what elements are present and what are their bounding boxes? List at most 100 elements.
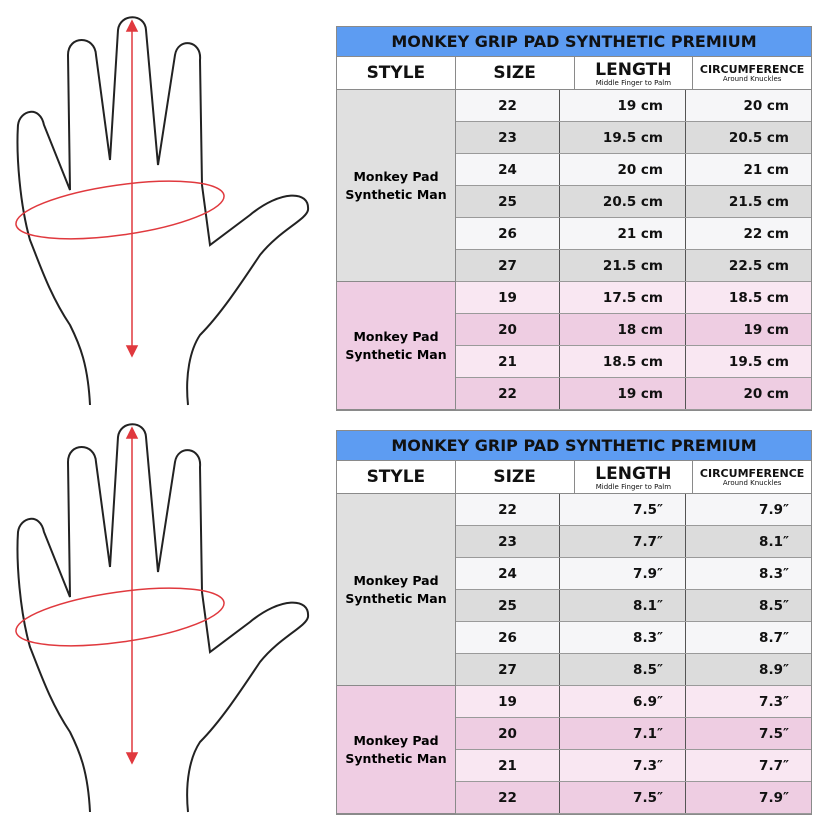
circumference-cell: 22.5 cm — [728, 257, 789, 274]
size-cell: 27 — [456, 654, 560, 685]
length-cell: 20 cm — [560, 154, 686, 185]
length-cell: 21 cm — [560, 218, 686, 249]
style-cell: Monkey Pad Synthetic Man — [337, 494, 456, 686]
length-cell: 18 cm — [560, 314, 686, 345]
size-cell: 22 — [456, 90, 560, 121]
circumference-cell: 20 cm — [743, 97, 789, 114]
table-title: MONKEY GRIP PAD SYNTHETIC PREMIUM — [337, 431, 811, 461]
length-cell: 7.5″ — [560, 782, 686, 813]
size-cell: 22 — [456, 494, 560, 525]
header-length: LENGTH Middle Finger to Palm — [575, 57, 694, 89]
table-title: MONKEY GRIP PAD SYNTHETIC PREMIUM — [337, 27, 811, 57]
table-row: 25 8.1″ 8.5″ — [456, 590, 811, 622]
size-cell: 24 — [456, 154, 560, 185]
length-cell: 7.9″ — [560, 558, 686, 589]
length-cell: 7.5″ — [560, 494, 686, 525]
table-row: 26 21 cm 22 cm — [456, 218, 811, 250]
length-cell: 19 cm — [560, 378, 686, 409]
header-size: SIZE — [456, 57, 575, 89]
circumference-cell: 20.5 cm — [728, 129, 789, 146]
length-cell: 6.9″ — [560, 686, 686, 717]
style-cell: Monkey Pad Synthetic Man — [337, 90, 456, 282]
length-cell: 19.5 cm — [560, 122, 686, 153]
table-row: 22 19 cm 20 cm — [456, 90, 811, 122]
size-cell: 21 — [456, 750, 560, 781]
circumference-cell: 7.5″ — [759, 725, 789, 742]
size-cell: 23 — [456, 122, 560, 153]
style-cell: Monkey Pad Synthetic Man — [337, 686, 456, 814]
table-row: 27 8.5″ 8.9″ — [456, 654, 811, 686]
length-cell: 7.1″ — [560, 718, 686, 749]
circumference-cell: 8.9″ — [759, 661, 789, 678]
table-row: 21 18.5 cm 19.5 cm — [456, 346, 811, 378]
size-chart-cm: MONKEY GRIP PAD SYNTHETIC PREMIUM STYLE … — [336, 26, 812, 411]
table-row: 27 21.5 cm 22.5 cm — [456, 250, 811, 282]
style-group: Monkey Pad Synthetic Man 22 7.5″ 7.9″ 23… — [337, 494, 811, 686]
table-row: 21 7.3″ 7.7″ — [456, 750, 811, 782]
table-row: 26 8.3″ 8.7″ — [456, 622, 811, 654]
size-cell: 19 — [456, 282, 560, 313]
circumference-cell: 7.3″ — [759, 693, 789, 710]
table-header: STYLE SIZE LENGTH Middle Finger to Palm C… — [337, 461, 811, 494]
size-cell: 25 — [456, 186, 560, 217]
table-row: 19 6.9″ 7.3″ — [456, 686, 811, 718]
circumference-cell: 21.5 cm — [728, 193, 789, 210]
length-cell: 20.5 cm — [560, 186, 686, 217]
circumference-cell: 8.3″ — [759, 565, 789, 582]
size-cell: 25 — [456, 590, 560, 621]
hand-measurement-illustration — [15, 16, 310, 406]
circumference-cell: 7.9″ — [759, 501, 789, 518]
length-cell: 7.7″ — [560, 526, 686, 557]
size-cell: 20 — [456, 314, 560, 345]
header-size: SIZE — [456, 461, 575, 493]
size-cell: 21 — [456, 346, 560, 377]
circumference-cell: 19.5 cm — [728, 353, 789, 370]
size-cell: 23 — [456, 526, 560, 557]
size-cell: 20 — [456, 718, 560, 749]
circumference-cell: 8.1″ — [759, 533, 789, 550]
length-cell: 8.5″ — [560, 654, 686, 685]
table-row: 25 20.5 cm 21.5 cm — [456, 186, 811, 218]
circumference-cell: 8.7″ — [759, 629, 789, 646]
table-row: 22 19 cm 20 cm — [456, 378, 811, 410]
size-cell: 22 — [456, 782, 560, 813]
size-cell: 24 — [456, 558, 560, 589]
length-cell: 17.5 cm — [560, 282, 686, 313]
length-cell: 8.3″ — [560, 622, 686, 653]
table-row: 22 7.5″ 7.9″ — [456, 782, 811, 814]
length-cell: 7.3″ — [560, 750, 686, 781]
length-cell: 21.5 cm — [560, 250, 686, 281]
table-row: 20 18 cm 19 cm — [456, 314, 811, 346]
header-style: STYLE — [337, 57, 456, 89]
style-group: Monkey Pad Synthetic Man 22 19 cm 20 cm … — [337, 90, 811, 282]
size-chart-inches: MONKEY GRIP PAD SYNTHETIC PREMIUM STYLE … — [336, 430, 812, 815]
size-cell: 26 — [456, 622, 560, 653]
length-cell: 18.5 cm — [560, 346, 686, 377]
length-cell: 8.1″ — [560, 590, 686, 621]
circumference-cell: 7.9″ — [759, 789, 789, 806]
circumference-cell: 22 cm — [743, 225, 789, 242]
header-circumference: CIRCUMFERENCE Around Knuckles — [699, 63, 805, 83]
table-row: 23 19.5 cm 20.5 cm — [456, 122, 811, 154]
size-cell: 19 — [456, 686, 560, 717]
size-cell: 22 — [456, 378, 560, 409]
header-length: LENGTH Middle Finger to Palm — [575, 461, 694, 493]
size-cell: 27 — [456, 250, 560, 281]
circumference-cell: 7.7″ — [759, 757, 789, 774]
style-group: Monkey Pad Synthetic Man 19 17.5 cm 18.5… — [337, 282, 811, 410]
header-circumference: CIRCUMFERENCE Around Knuckles — [699, 467, 805, 487]
length-cell: 19 cm — [560, 90, 686, 121]
style-group: Monkey Pad Synthetic Man 19 6.9″ 7.3″ 20… — [337, 686, 811, 814]
table-row: 19 17.5 cm 18.5 cm — [456, 282, 811, 314]
table-row: 23 7.7″ 8.1″ — [456, 526, 811, 558]
table-row: 22 7.5″ 7.9″ — [456, 494, 811, 526]
table-row: 24 7.9″ 8.3″ — [456, 558, 811, 590]
hand-measurement-illustration — [15, 423, 310, 813]
size-cell: 26 — [456, 218, 560, 249]
circumference-cell: 8.5″ — [759, 597, 789, 614]
style-cell: Monkey Pad Synthetic Man — [337, 282, 456, 410]
circumference-cell: 18.5 cm — [728, 289, 789, 306]
table-row: 24 20 cm 21 cm — [456, 154, 811, 186]
table-row: 20 7.1″ 7.5″ — [456, 718, 811, 750]
circumference-cell: 20 cm — [743, 385, 789, 402]
